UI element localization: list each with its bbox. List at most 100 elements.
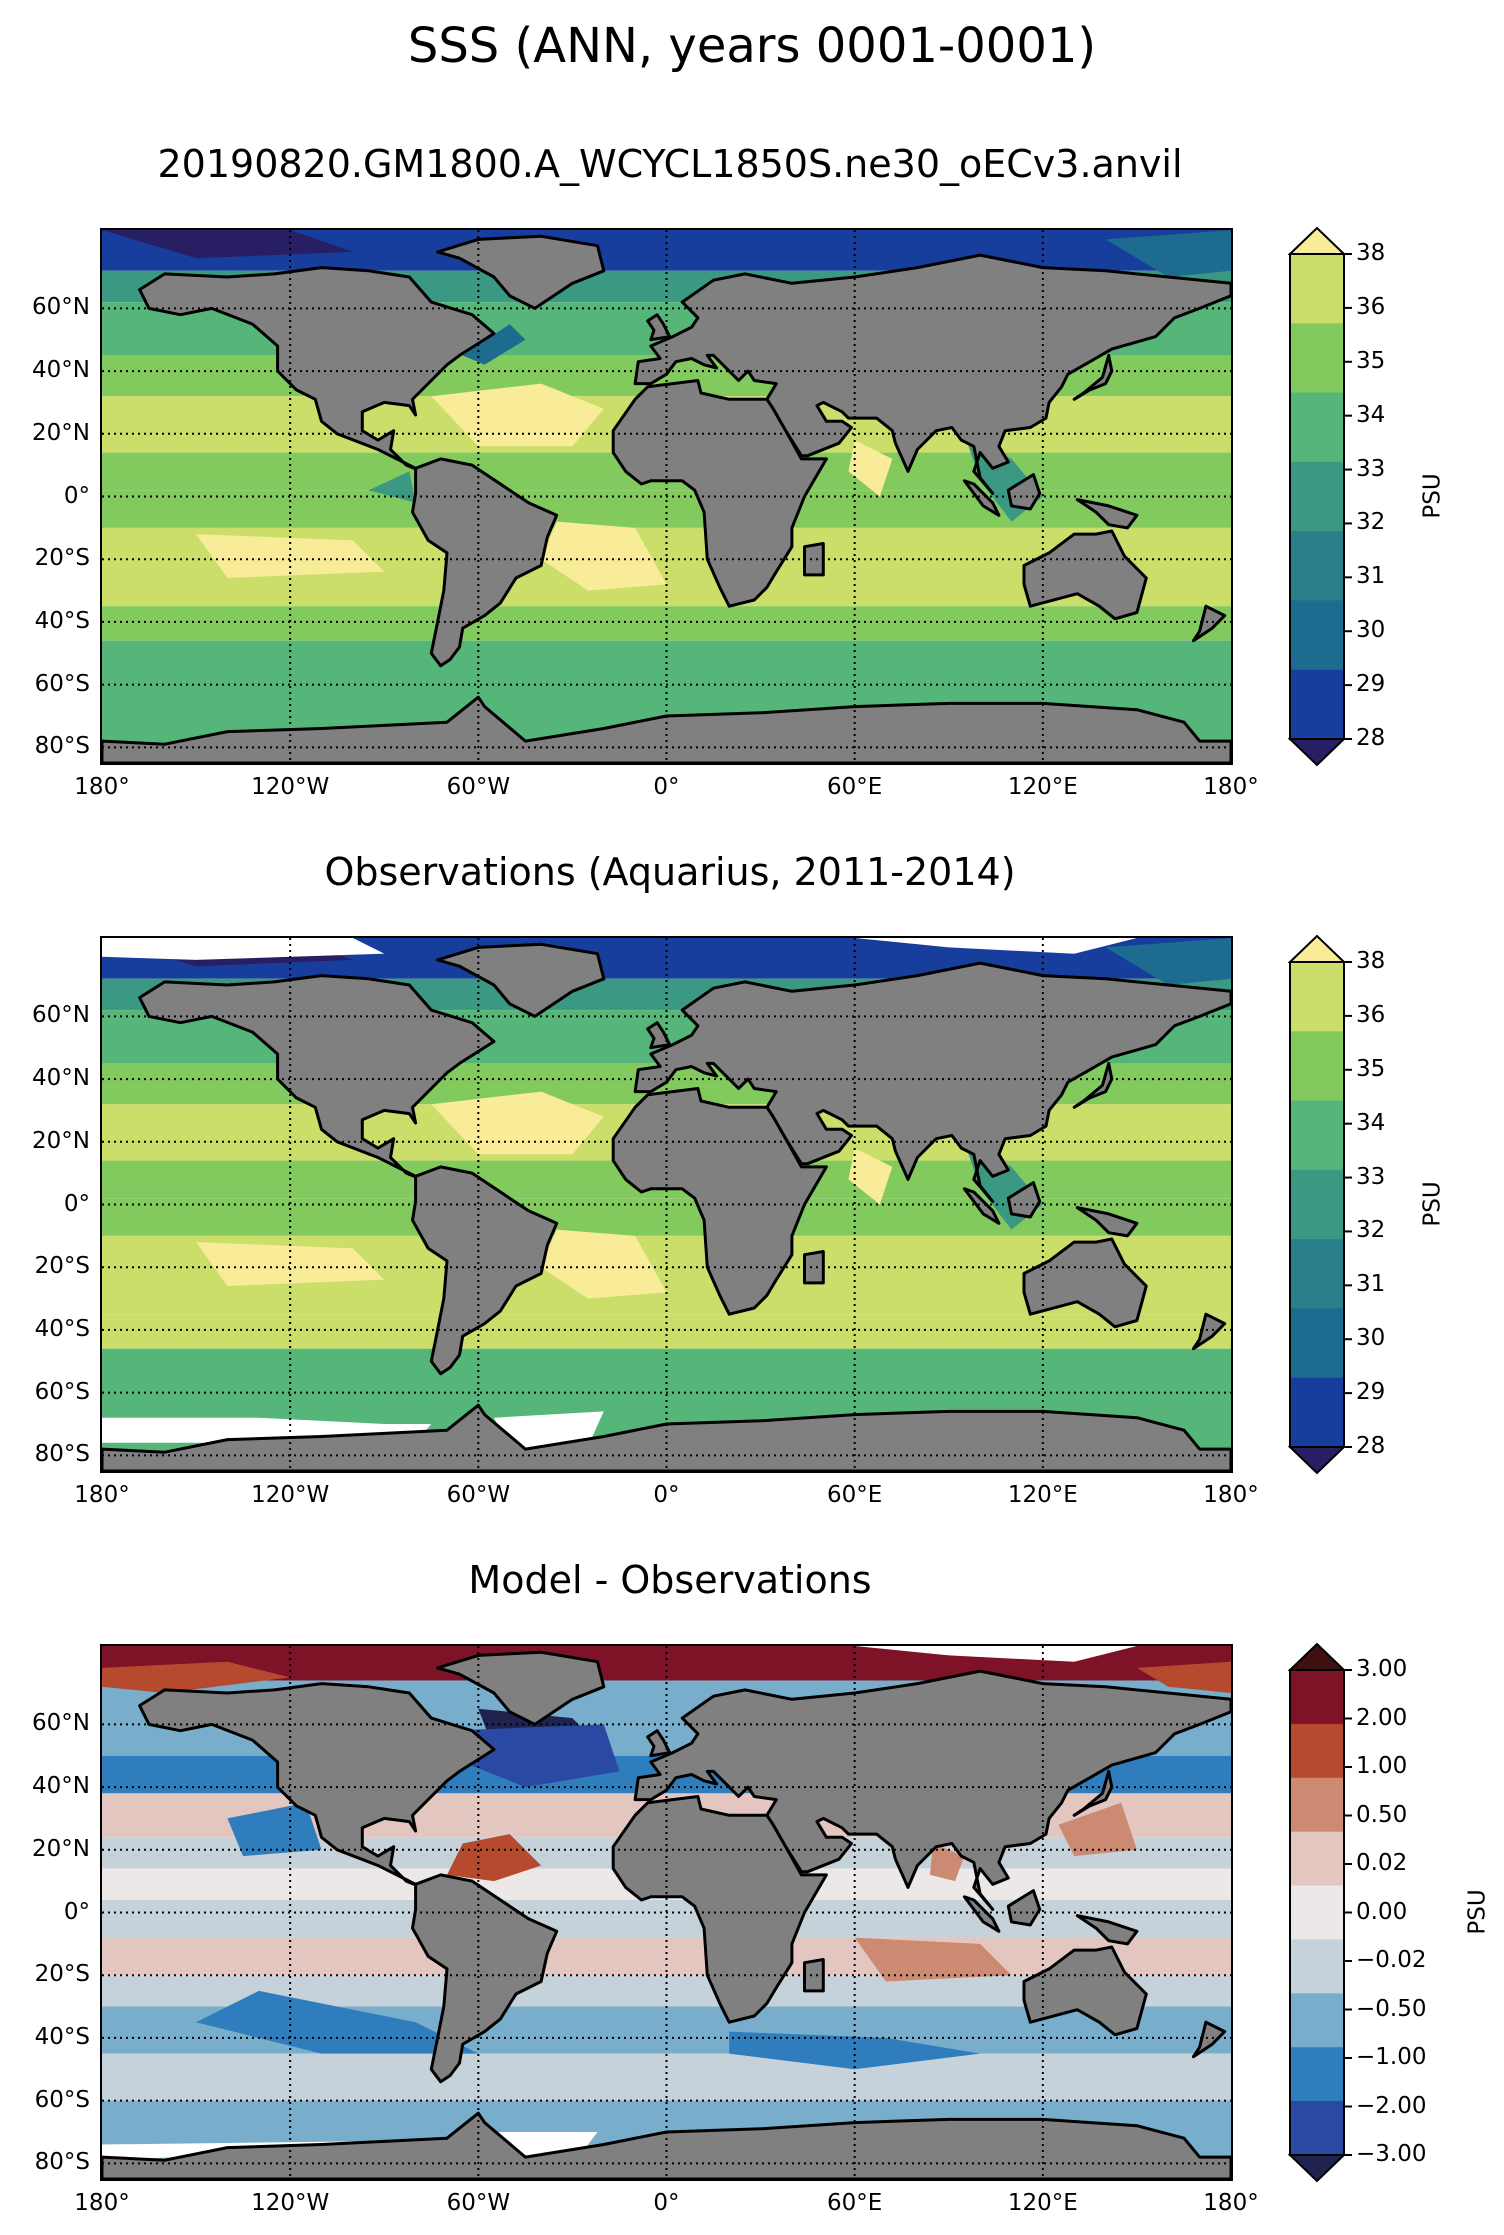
land-madagascar [803,542,825,577]
colorbar-extend-bottom [1287,2154,1347,2183]
map-canvas [102,230,1231,763]
land-madagascar [803,1250,825,1285]
lat-tick-label: 80°S [34,733,90,760]
colorbar-segment [1290,962,1344,1032]
colorbar-segment [1290,1670,1344,1725]
field-patch [368,471,416,503]
lon-tick-label: 0° [653,1482,680,1508]
land-sumatra [962,1187,1001,1225]
colorbar-tick-label: 0.50 [1356,1801,1408,1828]
land-newzealand [1191,604,1227,643]
colorbar-tick-label: 28 [1356,1433,1386,1459]
land-australia [1022,529,1148,621]
colorbar-tick-label: 28 [1356,725,1386,751]
colorbar-extend-top [1287,1642,1347,1671]
lon-tick-label: 180° [1203,1482,1259,1508]
lon-tick-label: 0° [653,774,680,800]
lon-tick-label: 120°W [251,774,330,800]
land-japan [1072,1061,1114,1109]
field-patch [227,1802,322,1857]
colorbar-tick-label: 31 [1356,563,1386,590]
field-patch [462,324,526,365]
land-sumatra [962,1895,1001,1933]
colorbar-tick-label: 31 [1356,1271,1386,1298]
colorbar-segment [1290,669,1344,740]
field-patch [729,2031,981,2070]
observations-sss-map [100,936,1233,1473]
lon-tick-label: 60°E [827,1482,883,1508]
field-patch [929,1843,965,1882]
field-band [102,606,1231,641]
field-patch [541,1229,667,1299]
colorbar-segment [1290,1831,1344,1887]
land-japan [1072,1769,1114,1817]
lat-tick-label: 20°S [34,1961,90,1988]
land-uk [646,1729,672,1758]
missing-data-region [854,938,1137,954]
land-australia [1022,1945,1148,2037]
lat-tick-label: 0° [63,1898,90,1925]
missing-data-region [102,938,385,960]
colorbar-tick-label: 33 [1356,1163,1386,1190]
colorbar-segment [1290,2101,1344,2156]
land-northamerica [138,974,496,1181]
land-southamerica [411,457,559,668]
lat-tick-label: 60°S [34,670,90,697]
colorbar-tick-label: 35 [1356,347,1386,374]
lat-tick-label: 40°S [34,2023,90,2050]
colorbar-segment [1290,323,1344,394]
lat-tick-label: 60°S [34,1378,90,1405]
colorbar-segment [1290,1239,1344,1309]
colorbar-extend-top [1287,226,1347,255]
colorbar-unit-label: PSU [1464,1888,1491,1935]
colorbar-outline [1289,961,1345,1448]
field-patch [1136,1661,1231,1693]
colorbar-tick-label: 30 [1356,617,1386,644]
colorbar-tick-label: −0.02 [1356,1947,1427,1973]
lat-tick-label: 60°N [32,1710,90,1737]
colorbar-outline [1289,253,1345,740]
colorbar-extend-bottom [1287,1446,1347,1475]
lat-tick-label: 40°S [34,607,90,634]
lat-tick-label: 60°N [32,294,90,321]
lat-tick-label: 20°N [32,1127,90,1154]
lat-tick-label: 40°S [34,1315,90,1342]
colorbar-tick-label: −1.00 [1356,2044,1427,2070]
land-australia [1022,1237,1148,1329]
colorbar-extend-bottom [1287,738,1347,767]
lat-tick-label: 0° [63,482,90,509]
colorbar-segment [1290,392,1344,463]
field-patch [1105,938,1231,985]
lon-tick-label: 180° [74,1482,130,1508]
lat-tick-label: 80°S [34,2149,90,2176]
land-borneo [1006,473,1042,511]
field-patch [541,521,667,591]
lon-tick-label: 0° [653,2190,680,2216]
colorbar-tick-label: 0.02 [1356,1850,1408,1876]
colorbar-tick-label: 32 [1356,1217,1386,1244]
field-patch [196,1242,385,1286]
colorbar-segment [1290,1100,1344,1171]
colorbar-tick-label: −0.50 [1356,1995,1427,2022]
colorbar [1287,1642,1352,2183]
land-eurasia [633,253,1231,495]
colorbar-tick-label: 29 [1356,1379,1386,1406]
colorbar-segment [1290,2047,1344,2102]
colorbar [1287,934,1352,1475]
colorbar-tick-label: 1.00 [1356,1753,1408,1779]
field-patch [431,1091,604,1155]
colorbar-tick-label: −2.00 [1356,2092,1427,2119]
colorbar-tick-label: 36 [1356,293,1386,320]
land-eurasia [633,1669,1231,1911]
land-newguinea [1075,1206,1139,1238]
land-newzealand [1191,2020,1227,2059]
field-patch [431,383,604,447]
model-sss-map [100,228,1233,765]
land-borneo [1006,1181,1042,1219]
colorbar-segment [1290,1169,1344,1240]
colorbar-segment [1290,1777,1344,1833]
field-patch [102,1661,291,1693]
panel-1-title: 20190820.GM1800.A_WCYCL1850S.ne30_oECv3.… [157,142,1183,186]
panel-2-title: Observations (Aquarius, 2011-2014) [324,850,1016,894]
lon-tick-label: 180° [74,2190,130,2216]
